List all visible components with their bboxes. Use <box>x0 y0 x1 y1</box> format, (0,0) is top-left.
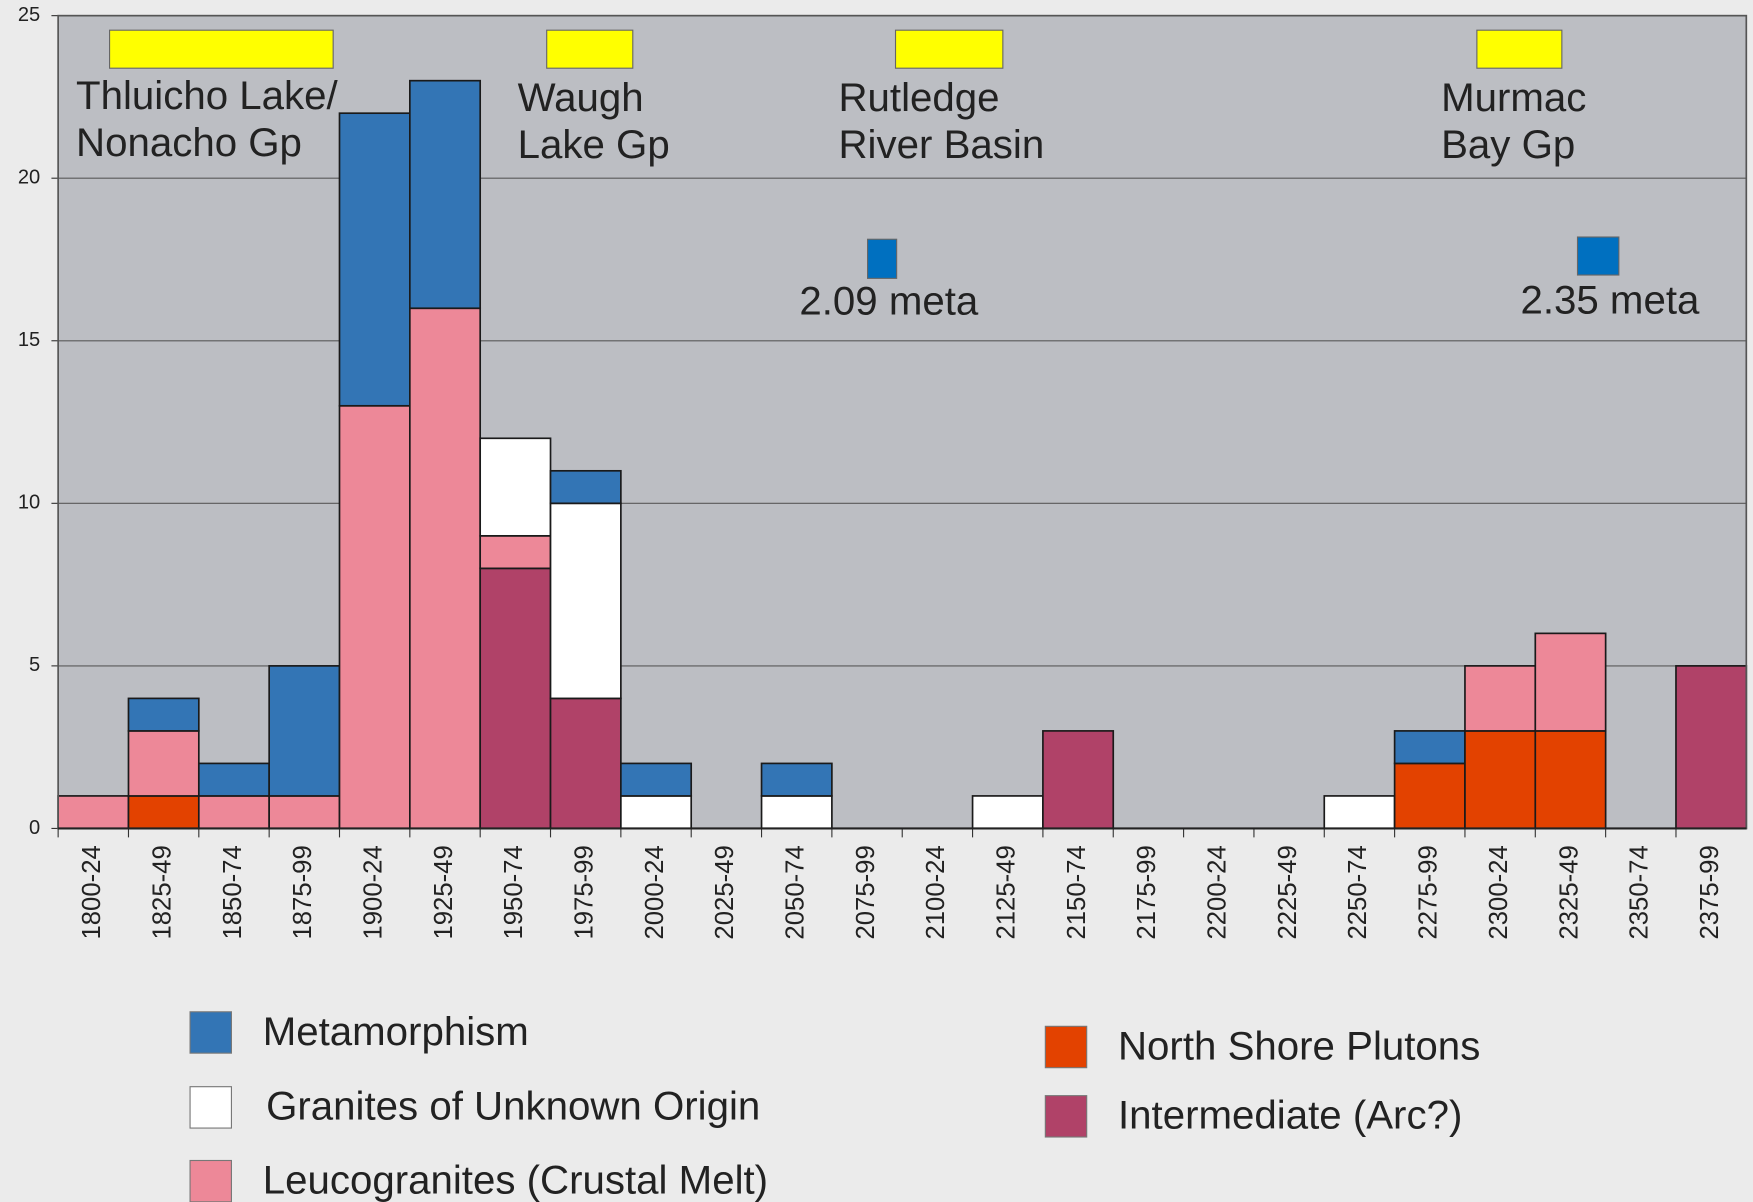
annotation-text: 2.09 meta <box>799 279 979 324</box>
annotation-marker <box>109 29 334 69</box>
legend-label: Intermediate (Arc?) <box>1118 1093 1462 1138</box>
y-tick-label: 10 <box>18 492 40 514</box>
annotation-text: Waugh <box>518 75 644 120</box>
x-tick-label: 1825-49 <box>148 845 176 939</box>
chart-body: 0 5 10 15 20 25 1800-24 1825-49 1850-74 1875-99 19… <box>18 4 1748 1202</box>
bar-segment <box>268 665 341 797</box>
bar-segment <box>479 567 552 830</box>
annotation-text: 2.35 meta <box>1520 278 1700 323</box>
x-tick-label: 1900-24 <box>359 845 387 939</box>
x-tick-label: 2250-74 <box>1344 845 1372 939</box>
annotation-text: River Basin <box>839 122 1045 167</box>
x-tick-label: 2375-99 <box>1696 845 1724 939</box>
annotation-text: Bay Gp <box>1441 122 1575 167</box>
bar-segment <box>760 762 833 797</box>
y-tick-label: 5 <box>29 654 40 676</box>
bar-segment <box>409 79 482 310</box>
legend-swatch <box>189 1086 232 1129</box>
x-tick-label: 2025-49 <box>711 845 739 939</box>
legend-swatch <box>1044 1025 1088 1069</box>
bar-segment <box>1323 795 1396 830</box>
annotation-text: Lake Gp <box>518 122 670 167</box>
annotation-text: Rutledge <box>839 75 1000 120</box>
legend-swatch <box>189 1011 232 1054</box>
annotation-marker <box>1476 29 1563 69</box>
bar-segment <box>549 469 622 505</box>
annotation-marker <box>1576 236 1620 276</box>
bar-segment <box>338 112 411 407</box>
x-tick-label: 2175-99 <box>1133 845 1161 939</box>
bar-segment <box>409 307 482 830</box>
x-tick-label: 1875-99 <box>289 845 317 939</box>
legend-label: Metamorphism <box>263 1009 529 1054</box>
legend-swatch <box>189 1159 232 1202</box>
bar-segment <box>1675 665 1748 830</box>
annotation-marker <box>867 238 898 279</box>
bar-segment <box>1534 730 1607 830</box>
x-tick-label: 2325-49 <box>1555 845 1583 939</box>
bar-segment <box>57 795 130 830</box>
bar-segment <box>620 795 693 830</box>
x-tick-label: 2275-99 <box>1415 845 1443 939</box>
x-tick-label: 2350-74 <box>1626 845 1654 939</box>
bar-segment <box>338 404 411 830</box>
bar-segment <box>760 795 833 830</box>
annotation-text: Thluicho Lake/ <box>76 73 339 118</box>
bar-segment <box>1464 730 1537 830</box>
bar-segment <box>479 534 552 570</box>
bar-segment <box>1393 762 1466 830</box>
bar-segment <box>549 502 622 700</box>
bar-segment <box>127 795 200 830</box>
x-tick-label: 1925-49 <box>430 845 458 939</box>
annotation-text: Murmac <box>1441 75 1586 120</box>
bar-segment <box>197 762 270 797</box>
y-tick-label: 15 <box>18 329 40 351</box>
x-tick-label: 2050-74 <box>782 845 810 939</box>
bar-segment <box>971 795 1044 830</box>
legend-label: Granites of Unknown Origin <box>266 1084 760 1129</box>
x-tick-label: 2225-49 <box>1274 845 1302 939</box>
bar-segment <box>479 437 552 537</box>
bar-segment <box>197 795 270 830</box>
x-tick-label: 2125-49 <box>993 845 1021 939</box>
x-tick-label: 1950-74 <box>500 845 528 939</box>
x-tick-label: 2300-24 <box>1485 845 1513 939</box>
x-tick-label: 2150-74 <box>1063 845 1091 939</box>
bar-segment <box>127 697 200 732</box>
x-tick-label: 2000-24 <box>641 845 669 939</box>
bar-segment <box>620 762 693 797</box>
x-tick-label: 1975-99 <box>570 845 598 939</box>
bar-segment <box>1534 632 1607 732</box>
bar-segment <box>1464 665 1537 732</box>
legend-label: North Shore Plutons <box>1118 1023 1480 1068</box>
bar-segment <box>268 795 341 830</box>
bar-segment <box>549 697 622 830</box>
x-tick-label: 2200-24 <box>1204 845 1232 939</box>
bar-segment <box>1393 730 1466 765</box>
bar-segment <box>127 730 200 797</box>
y-tick-label: 25 <box>18 4 40 26</box>
x-tick-label: 1800-24 <box>78 845 106 939</box>
x-tick-label: 1850-74 <box>219 845 247 939</box>
x-tick-label: 2100-24 <box>922 845 950 939</box>
legend-swatch <box>1044 1095 1088 1138</box>
annotation-marker <box>894 29 1004 69</box>
bar-segment <box>1042 730 1115 830</box>
x-tick-label: 2075-99 <box>852 845 880 939</box>
legend-label: Leucogranites (Crustal Melt) <box>263 1157 768 1202</box>
y-tick-label: 20 <box>18 167 40 189</box>
y-tick-label: 0 <box>29 817 40 839</box>
annotation-marker <box>546 29 634 69</box>
annotation-text: Nonacho Gp <box>76 120 302 165</box>
